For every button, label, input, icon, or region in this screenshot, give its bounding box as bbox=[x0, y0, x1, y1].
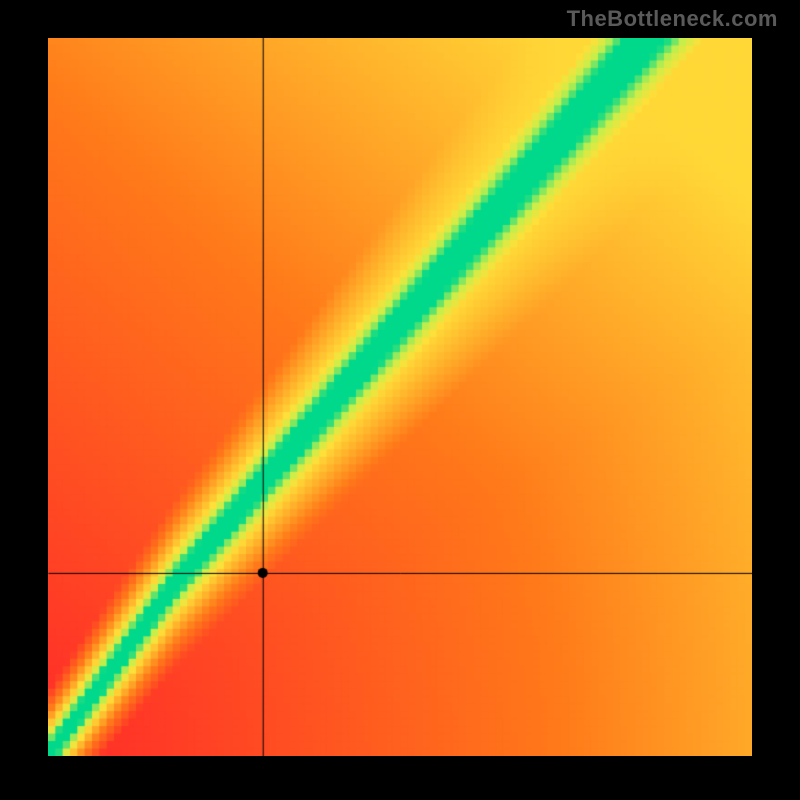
chart-frame: TheBottleneck.com bbox=[0, 0, 800, 800]
bottleneck-heatmap bbox=[48, 38, 752, 756]
watermark-text: TheBottleneck.com bbox=[567, 6, 778, 32]
